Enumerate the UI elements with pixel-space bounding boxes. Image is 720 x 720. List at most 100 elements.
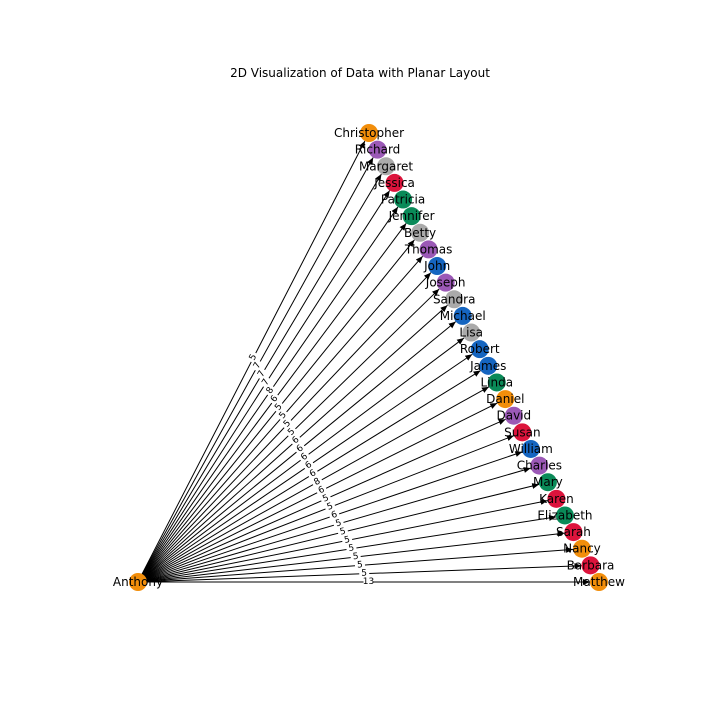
edge-label-background	[345, 543, 358, 555]
edge-weight-label: 5	[339, 527, 347, 538]
edge-weight-label: 5	[352, 552, 359, 563]
edge-weight-label: 6	[330, 510, 339, 521]
node-charles	[530, 456, 549, 475]
node-label-thomas: Thomas	[404, 242, 453, 256]
node-label-joseph: Joseph	[425, 276, 466, 290]
edge-label-background	[332, 517, 345, 530]
node-mary	[538, 473, 557, 492]
node-label-margaret: Margaret	[359, 159, 413, 173]
node-anthony	[129, 573, 147, 591]
edge-label-background	[323, 500, 337, 514]
node-label-mary: Mary	[533, 475, 563, 489]
edge-weight-label: 8	[312, 476, 322, 488]
node-label-richard: Richard	[355, 143, 401, 157]
node-label-sarah: Sarah	[556, 525, 591, 539]
edge-weight-label: 5	[326, 501, 335, 512]
node-richard	[368, 140, 387, 159]
node-lisa	[462, 323, 481, 342]
edge-label-background	[336, 526, 349, 539]
edge-weight-label: 6	[291, 435, 302, 446]
node-label-karen: Karen	[539, 492, 574, 506]
node-linda	[487, 373, 506, 392]
node-sarah	[564, 523, 583, 542]
node-nancy	[572, 539, 591, 558]
edge-label-background	[354, 560, 366, 571]
edge-weight-label: 5	[273, 402, 284, 413]
node-karen	[547, 489, 566, 508]
edge-label-background	[319, 492, 333, 506]
edge-weight-label: 5	[348, 543, 355, 554]
node-robert	[470, 340, 489, 359]
node-label-anthony: Anthony	[113, 575, 163, 589]
node-daniel	[496, 390, 515, 409]
node-margaret	[377, 157, 396, 176]
nodes-layer: Christopher Richard Margaret Jessica Patrici…	[113, 124, 625, 591]
node-label-nancy: Nancy	[563, 542, 601, 556]
node-label-jennifer: Jennifer	[388, 209, 435, 223]
node-label-susan: Susan	[504, 425, 540, 439]
node-thomas	[419, 240, 438, 259]
node-label-charles: Charles	[517, 459, 562, 473]
node-label-christopher: Christopher	[334, 126, 404, 140]
edge-weight-label: 13	[363, 577, 374, 587]
node-label-john: John	[423, 259, 450, 273]
edges-layer	[140, 140, 590, 585]
node-jessica	[385, 173, 404, 192]
node-label-daniel: Daniel	[486, 392, 524, 406]
edge-weight-label: 5	[357, 560, 363, 570]
node-label-michael: Michael	[440, 309, 486, 323]
edge-weight-label: 5	[335, 518, 343, 529]
edge-weight-label: 6	[304, 460, 315, 472]
node-betty	[411, 223, 430, 242]
edge-weight-label: 6	[295, 443, 306, 455]
node-label-patricia: Patricia	[381, 193, 425, 207]
node-patricia	[394, 190, 413, 209]
edge-label-background	[341, 534, 354, 547]
edge-weight-label: 5	[282, 418, 293, 429]
node-christopher	[360, 124, 378, 142]
node-label-linda: Linda	[480, 375, 513, 389]
edge-label-background	[359, 568, 370, 579]
node-label-william: William	[509, 442, 553, 456]
node-susan	[513, 423, 532, 442]
edge-label-background	[363, 577, 374, 587]
edge-weight-label: 6	[308, 468, 318, 480]
node-john	[428, 257, 447, 276]
edge-label-background	[328, 509, 341, 522]
node-label-robert: Robert	[460, 342, 500, 356]
edge-weight-label: 5	[286, 427, 297, 438]
edge-weight-label: 6	[317, 485, 327, 497]
node-jennifer	[402, 207, 421, 226]
node-sandra	[445, 290, 464, 309]
edge-weight-label: 5	[343, 535, 351, 546]
edge-weight-label: 7	[261, 377, 273, 387]
node-label-elizabeth: Elizabeth	[537, 508, 592, 522]
node-label-jessica: Jessica	[373, 176, 415, 190]
node-label-lisa: Lisa	[459, 326, 483, 340]
node-matthew	[590, 573, 608, 591]
node-barbara	[581, 556, 600, 575]
edge-weight-label: 6	[269, 394, 281, 405]
node-joseph	[436, 273, 455, 292]
diagram-title: 2D Visualization of Data with Planar Lay…	[230, 66, 490, 80]
edge-weight-label: 8	[265, 385, 277, 396]
node-label-sandra: Sandra	[433, 292, 475, 306]
node-label-barbara: Barbara	[567, 558, 615, 572]
edge-weight-label: 6	[299, 451, 310, 463]
node-david	[504, 406, 523, 425]
edge-weight-label: 5	[321, 493, 330, 504]
node-label-matthew: Matthew	[573, 575, 625, 589]
edge-weight-label: 5	[248, 353, 260, 363]
node-label-james: James	[469, 359, 506, 373]
node-michael	[453, 306, 472, 325]
node-william	[521, 439, 540, 458]
edge-weight-label: 5	[278, 410, 289, 421]
node-label-david: David	[496, 409, 531, 423]
node-james	[479, 356, 498, 375]
node-label-betty: Betty	[404, 226, 436, 240]
node-elizabeth	[555, 506, 574, 525]
edge-weight-label: 7	[252, 361, 264, 371]
edge-label-background	[350, 551, 362, 563]
